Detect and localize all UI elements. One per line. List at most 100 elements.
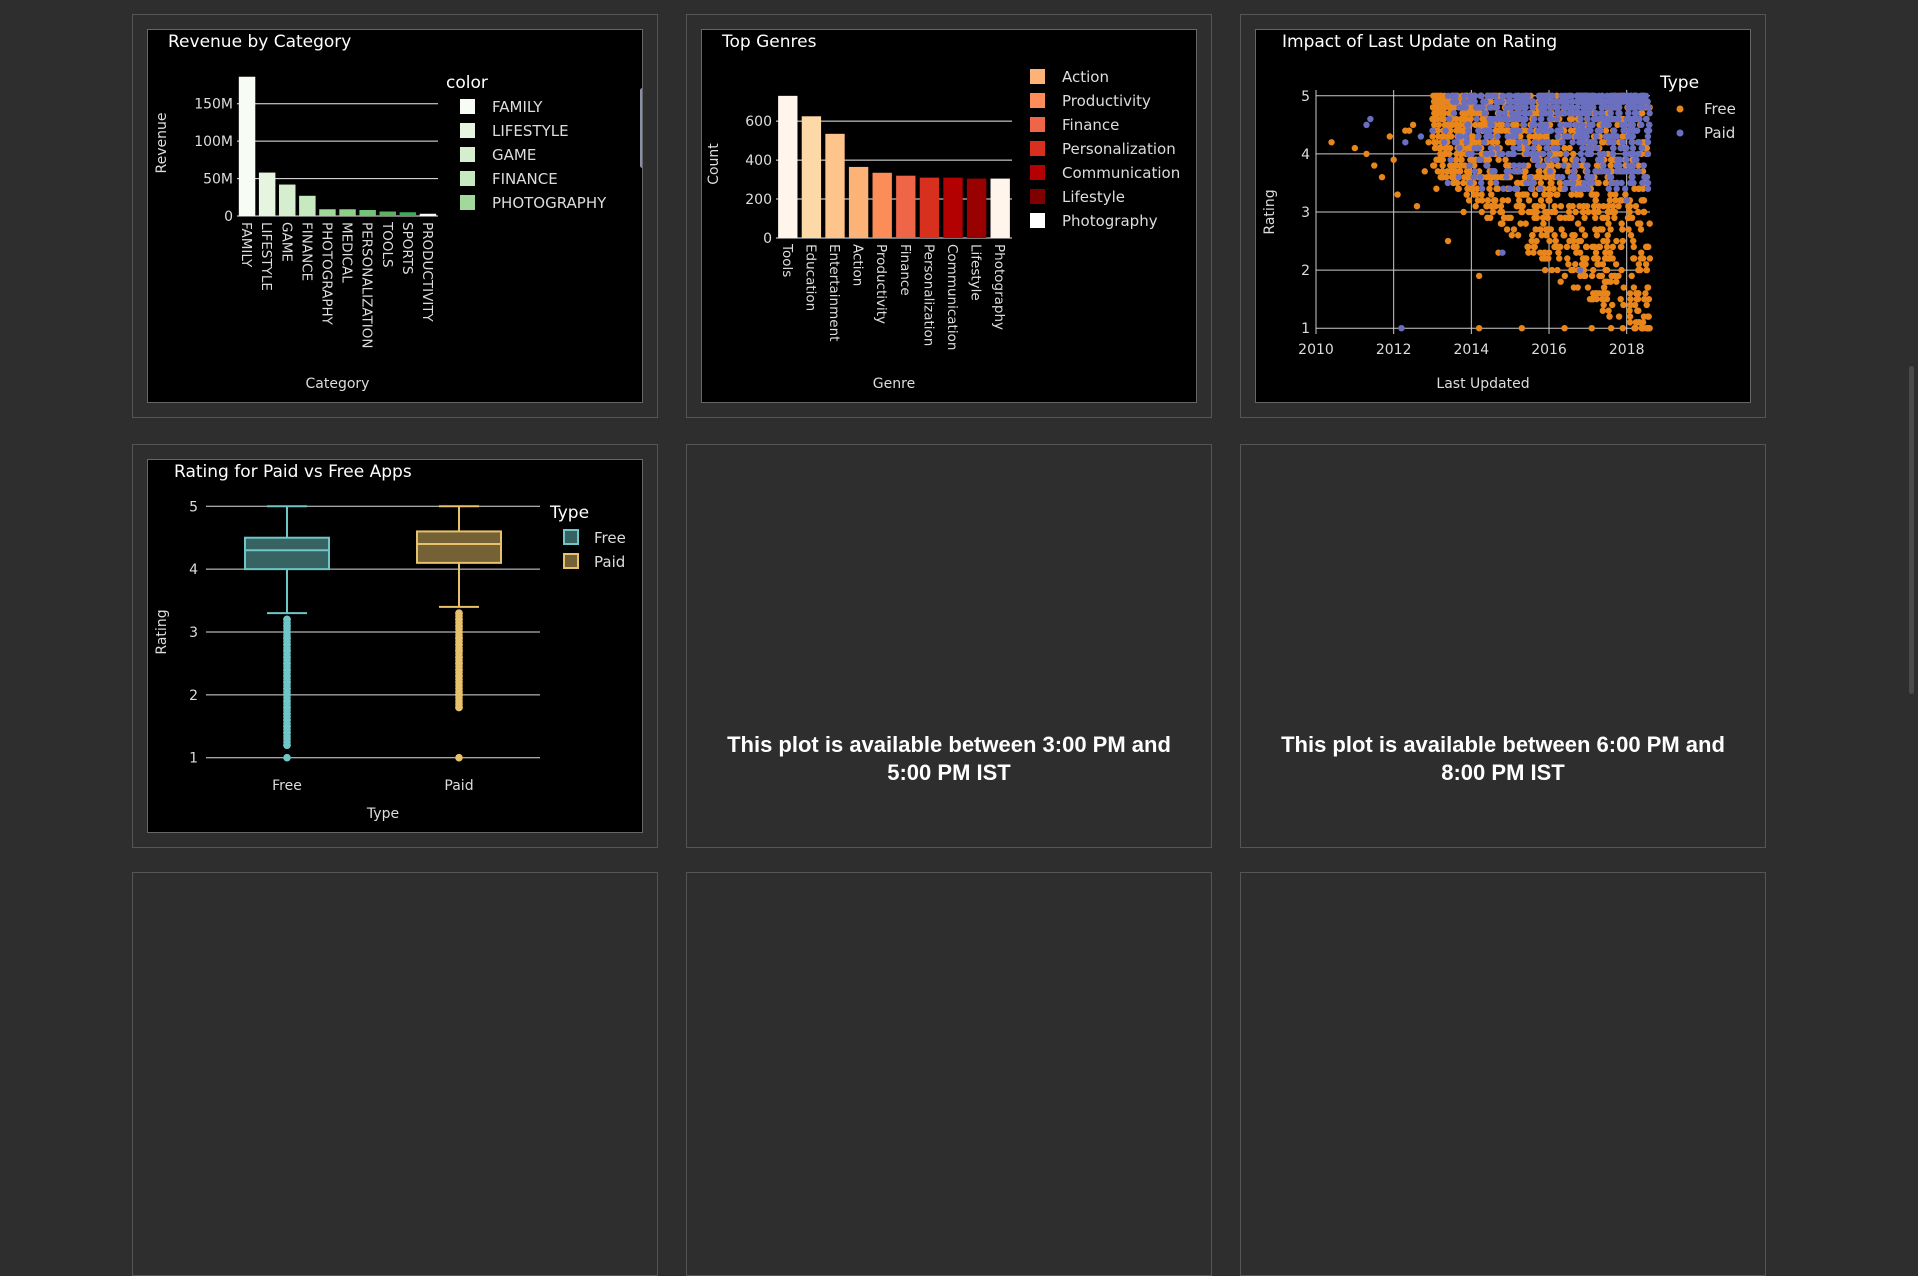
- point: [1592, 214, 1599, 222]
- top-genres-chart[interactable]: Top Genres 0 200 400 600 Tools Education Entert…: [702, 30, 1196, 402]
- point: [1442, 150, 1450, 158]
- point: [1629, 144, 1637, 152]
- outlier: [283, 640, 291, 649]
- y-tick-label: 1: [1301, 321, 1310, 337]
- outlier: [283, 753, 291, 762]
- point: [1478, 208, 1485, 216]
- point: [1544, 156, 1551, 163]
- point: [1636, 319, 1643, 326]
- point: [1635, 261, 1643, 268]
- outlier: [283, 684, 291, 693]
- point: [1529, 104, 1537, 111]
- point: [1595, 202, 1603, 210]
- point: [1530, 144, 1537, 152]
- point: [1642, 290, 1649, 297]
- point: [1504, 139, 1512, 146]
- point: [1510, 144, 1517, 152]
- point: [1504, 104, 1512, 111]
- point: [1464, 127, 1472, 134]
- point: [1539, 202, 1547, 210]
- point: [1611, 214, 1618, 222]
- point: [1557, 214, 1564, 222]
- legend-swatch-game: [460, 147, 475, 162]
- legend-entry-free: Free: [1704, 100, 1736, 118]
- point: [1442, 144, 1449, 152]
- plot-rating-paid-free[interactable]: Rating for Paid vs Free Apps 1 2 3 4 5 Free Pai…: [147, 459, 643, 833]
- point: [1540, 220, 1547, 227]
- plot-revenue-by-category[interactable]: Revenue by Category 0 50M 100M 150M FAMILY LIF…: [147, 29, 643, 403]
- point: [1439, 162, 1446, 169]
- chart-title: Rating for Paid vs Free Apps: [174, 462, 412, 482]
- point: [1540, 150, 1547, 158]
- point: [1537, 185, 1544, 192]
- last-update-rating-chart[interactable]: Impact of Last Update on Rating 1 2 3 4 5 2010…: [1256, 30, 1750, 402]
- point: [1538, 115, 1545, 123]
- point: [1581, 232, 1589, 239]
- y-axis-label: Revenue: [154, 113, 170, 174]
- point: [1635, 168, 1643, 175]
- point: [1445, 115, 1453, 123]
- plot-last-update-rating[interactable]: Impact of Last Update on Rating 1 2 3 4 5 2010…: [1255, 29, 1751, 403]
- point: [1413, 202, 1421, 210]
- point: [1453, 127, 1460, 134]
- point: [1510, 139, 1518, 146]
- point: [1631, 185, 1638, 192]
- point: [1455, 173, 1463, 181]
- point: [1630, 255, 1638, 262]
- point: [1533, 237, 1540, 245]
- point: [1588, 324, 1595, 332]
- x-tick-label: Paid: [444, 778, 473, 794]
- point: [1628, 272, 1635, 280]
- x-tick-label: Personalization: [920, 244, 936, 346]
- point: [1511, 185, 1519, 192]
- page-scrollbar-thumb[interactable]: [1909, 366, 1914, 694]
- point: [1508, 150, 1516, 158]
- point: [1429, 104, 1437, 111]
- point: [1450, 110, 1458, 117]
- point: [1578, 226, 1586, 233]
- point: [1604, 208, 1612, 216]
- point: [1521, 168, 1529, 175]
- rating-paid-free-chart[interactable]: Rating for Paid vs Free Apps 1 2 3 4 5 Free Pai…: [148, 460, 642, 832]
- point: [1577, 133, 1584, 140]
- x-tick-label: Free: [272, 778, 302, 794]
- point: [1478, 191, 1485, 198]
- point: [1425, 139, 1432, 146]
- point: [1524, 92, 1531, 100]
- point: [1573, 249, 1580, 256]
- point: [1580, 255, 1588, 262]
- point: [1546, 237, 1553, 245]
- point: [1618, 179, 1625, 187]
- point: [1446, 144, 1454, 152]
- point: [1604, 214, 1611, 222]
- point: [1575, 185, 1582, 192]
- point: [1482, 98, 1489, 105]
- legend-entry-lifestyle: LIFESTYLE: [492, 122, 569, 140]
- bar-lifestyle: [258, 172, 276, 216]
- point: [1459, 110, 1466, 117]
- point: [1603, 266, 1611, 274]
- point: [1453, 139, 1460, 146]
- point: [1524, 98, 1532, 105]
- point: [1610, 144, 1617, 152]
- legend-swatch-communication: [1030, 165, 1045, 180]
- y-tick-label: 2: [1301, 263, 1310, 279]
- legend-swatch-lifestyle: [1030, 189, 1045, 204]
- x-tick-label: Finance: [897, 244, 913, 296]
- point: [1566, 110, 1573, 117]
- point: [1457, 121, 1464, 129]
- point: [1529, 232, 1536, 239]
- point: [1612, 191, 1619, 198]
- point: [1463, 115, 1470, 123]
- y-tick-label: 5: [189, 499, 198, 515]
- point: [1593, 98, 1600, 105]
- point: [1622, 150, 1629, 158]
- point: [1546, 150, 1553, 158]
- legend-marker-paid: [1676, 129, 1684, 137]
- point: [1489, 139, 1496, 146]
- plot-top-genres[interactable]: Top Genres 0 200 400 600 Tools Education Entert…: [701, 29, 1197, 403]
- point: [1615, 115, 1622, 123]
- point: [1477, 179, 1485, 187]
- point: [1644, 139, 1652, 146]
